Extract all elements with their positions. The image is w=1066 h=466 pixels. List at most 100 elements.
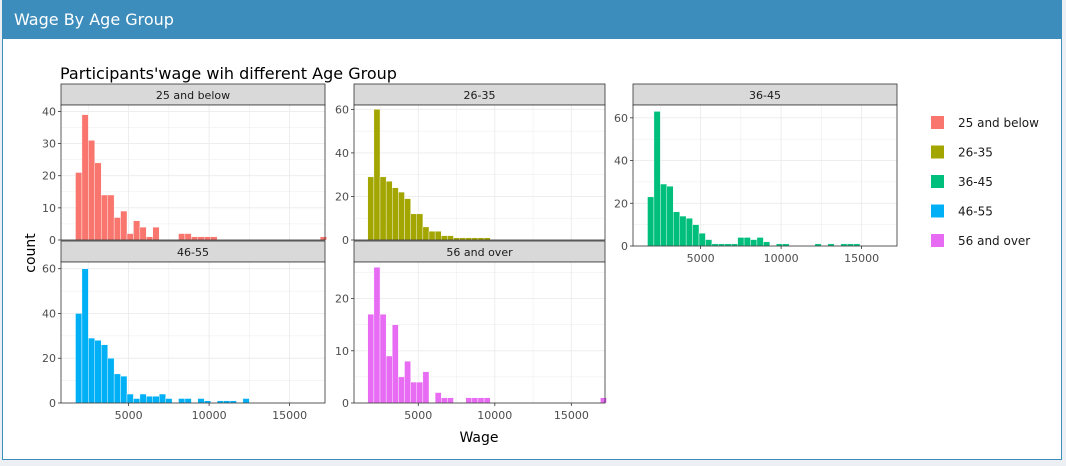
histogram-bar — [404, 361, 411, 404]
histogram-bar — [373, 109, 381, 241]
histogram-bar — [416, 381, 424, 404]
histogram-bar — [465, 397, 473, 404]
y-tick-label: 40 — [335, 147, 349, 160]
facet-strip-label: 46-55 — [177, 246, 209, 259]
histogram-bar — [197, 398, 205, 404]
histogram-bar — [428, 231, 436, 241]
histogram-bar — [133, 398, 141, 404]
histogram-bar — [398, 376, 405, 404]
x-tick-label: 15000 — [272, 409, 307, 422]
histogram-bar — [101, 344, 108, 404]
histogram-bar — [422, 371, 430, 404]
facet-strip-label: 36-45 — [749, 89, 781, 102]
histogram-bar — [191, 236, 199, 241]
histogram-bar — [685, 218, 693, 247]
y-tick-label: 40 — [614, 155, 628, 168]
histogram-bar — [763, 241, 771, 247]
histogram-bar — [152, 226, 160, 241]
histogram-bar — [434, 231, 442, 241]
histogram-bar — [178, 398, 186, 404]
histogram-bar — [666, 185, 674, 247]
chart-title: Participants'wage wih different Age Grou… — [60, 64, 397, 83]
histogram-bar — [441, 397, 448, 404]
histogram-bar — [477, 397, 485, 404]
histogram-bar — [101, 194, 108, 241]
histogram-bar — [410, 381, 417, 404]
y-tick-label: 20 — [335, 293, 349, 306]
facet-panel-1: 25 and below 0 10 20 30 40 — [42, 83, 327, 247]
y-tick-label: 20 — [42, 352, 56, 365]
histogram-bar — [133, 220, 141, 241]
y-tick-label: 10 — [42, 202, 56, 215]
histogram-bar — [416, 213, 424, 241]
facet-strip-label: 26-35 — [464, 89, 496, 102]
histogram-bar — [483, 397, 491, 404]
histogram-bar — [88, 140, 96, 241]
histogram-bar — [75, 172, 83, 241]
y-tick-label: 40 — [42, 105, 56, 118]
panel-border — [353, 261, 606, 404]
x-tick-label: 10000 — [192, 409, 227, 422]
legend-item: 26-35 — [931, 145, 993, 160]
y-tick-label: 40 — [42, 307, 56, 320]
legend-label: 46-55 — [958, 205, 993, 219]
legend-label: 26-35 — [958, 146, 993, 160]
histogram-bar — [184, 398, 192, 404]
histogram-bar — [660, 183, 668, 247]
histogram-bar — [158, 393, 166, 404]
y-tick-label: 0 — [342, 397, 349, 410]
histogram-bar — [471, 397, 479, 404]
box-title: Wage By Age Group — [14, 10, 174, 29]
y-tick-label: 0 — [49, 234, 56, 247]
legend-label: 56 and over — [958, 234, 1030, 248]
y-axis-label: count — [23, 233, 39, 273]
histogram-bar — [379, 176, 387, 241]
histogram-bar — [146, 236, 153, 241]
histogram-bar — [441, 235, 448, 241]
histogram-bar — [600, 397, 607, 404]
histogram-bar — [107, 194, 115, 241]
legend-swatch — [931, 116, 944, 129]
y-tick-label: 60 — [335, 103, 349, 116]
x-tick-label: 10000 — [764, 252, 799, 265]
histogram-bar — [422, 226, 430, 241]
y-tick-label: 10 — [335, 345, 349, 358]
facet-panels: 25 and below01020304026-35020406036-4502… — [42, 83, 898, 422]
legend: 25 and below 26-35 36-45 46-55 56 and over — [931, 116, 1039, 248]
histogram-bar — [373, 267, 381, 404]
facet-panel-3: 36-45 0 20 40 60 5000 10000 15000 — [614, 83, 898, 265]
histogram-bar — [113, 217, 121, 241]
y-tick-label: 0 — [49, 397, 56, 410]
histogram-bar — [139, 226, 147, 241]
histogram-bar — [385, 355, 393, 404]
histogram-bar — [447, 235, 454, 241]
y-tick-label: 60 — [42, 263, 56, 276]
x-tick-label: 15000 — [554, 409, 589, 422]
facet-panel-2: 26-35 0 20 40 60 — [335, 83, 606, 247]
legend-swatch — [931, 175, 944, 188]
histogram-bar — [392, 187, 399, 241]
histogram-bar — [178, 233, 186, 241]
histogram-bar — [404, 198, 411, 241]
histogram-bar — [379, 314, 387, 404]
panel-border — [632, 104, 898, 247]
x-tick-label: 15000 — [844, 252, 879, 265]
y-tick-label: 30 — [42, 138, 56, 151]
histogram-bar — [737, 237, 745, 247]
legend-label: 36-45 — [958, 175, 993, 189]
panel-border — [60, 261, 326, 404]
histogram-bar — [126, 233, 134, 241]
facet-panel-5: 56 and over 0 10 20 5000 10000 15000 — [335, 240, 607, 422]
histogram-bar — [679, 215, 687, 247]
histogram-bar — [146, 396, 153, 404]
histogram-bar — [698, 232, 706, 247]
histogram-bar — [88, 337, 96, 404]
histogram-bar — [410, 213, 417, 241]
histogram-bar — [204, 236, 211, 241]
histogram-bar — [756, 237, 764, 247]
legend-item: 25 and below — [931, 116, 1039, 130]
histogram-bar — [197, 236, 205, 241]
histogram-bar — [385, 181, 393, 241]
legend-item: 56 and over — [931, 234, 1030, 248]
x-axis-label: Wage — [459, 430, 498, 446]
